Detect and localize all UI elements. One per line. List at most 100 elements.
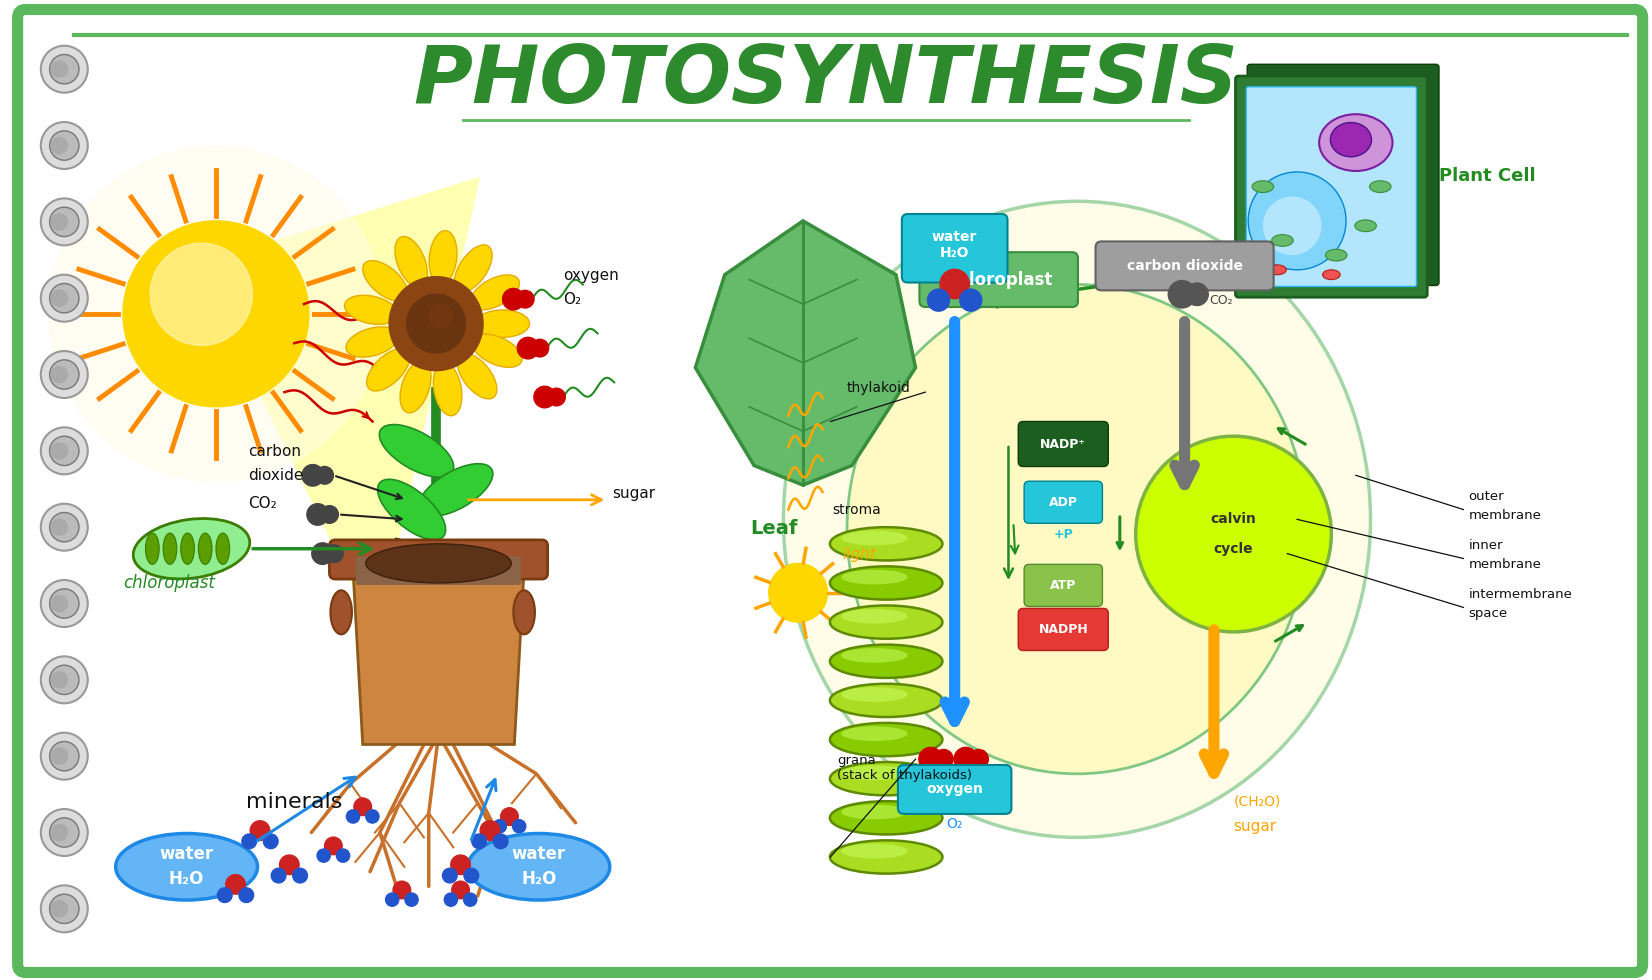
- Text: grana
(stack of thylakoids): grana (stack of thylakoids): [838, 754, 973, 782]
- FancyBboxPatch shape: [1095, 241, 1274, 290]
- Circle shape: [1135, 436, 1332, 632]
- Ellipse shape: [41, 809, 88, 856]
- Text: PHOTOSYNTHESIS: PHOTOSYNTHESIS: [413, 42, 1239, 120]
- Ellipse shape: [50, 360, 79, 389]
- Ellipse shape: [829, 645, 942, 678]
- Polygon shape: [354, 568, 524, 745]
- Circle shape: [522, 858, 535, 872]
- Circle shape: [501, 808, 519, 825]
- Text: sugar: sugar: [613, 486, 656, 501]
- Ellipse shape: [471, 275, 519, 310]
- Text: Chloroplast: Chloroplast: [945, 270, 1052, 288]
- Ellipse shape: [198, 533, 211, 564]
- Circle shape: [464, 868, 479, 883]
- Text: H₂O: H₂O: [169, 870, 205, 889]
- Text: ADP: ADP: [1049, 496, 1077, 510]
- Circle shape: [240, 888, 254, 903]
- FancyBboxPatch shape: [1018, 609, 1108, 651]
- Ellipse shape: [134, 518, 249, 579]
- Circle shape: [302, 465, 324, 486]
- Circle shape: [955, 748, 978, 771]
- Circle shape: [919, 748, 942, 771]
- Ellipse shape: [51, 442, 68, 460]
- Circle shape: [292, 868, 307, 883]
- Text: membrane: membrane: [1469, 559, 1541, 571]
- Polygon shape: [197, 176, 481, 637]
- Circle shape: [317, 849, 330, 862]
- Ellipse shape: [50, 207, 79, 236]
- Ellipse shape: [1325, 249, 1346, 261]
- Text: (CH₂O): (CH₂O): [1234, 794, 1280, 808]
- Circle shape: [122, 220, 309, 407]
- Text: O₂: O₂: [947, 816, 963, 831]
- Circle shape: [312, 543, 334, 564]
- Ellipse shape: [829, 566, 942, 600]
- Text: oxygen: oxygen: [563, 268, 620, 282]
- FancyBboxPatch shape: [1024, 564, 1102, 607]
- Ellipse shape: [345, 327, 398, 357]
- Circle shape: [933, 750, 953, 768]
- Circle shape: [494, 819, 507, 833]
- Ellipse shape: [1370, 180, 1391, 192]
- Circle shape: [263, 834, 278, 849]
- Circle shape: [324, 837, 342, 855]
- Circle shape: [451, 881, 469, 899]
- Text: H₂O: H₂O: [520, 870, 557, 889]
- Text: dioxide: dioxide: [248, 468, 304, 483]
- Text: ATP: ATP: [1051, 579, 1077, 592]
- Circle shape: [393, 881, 411, 899]
- Ellipse shape: [363, 261, 408, 301]
- Circle shape: [940, 270, 970, 299]
- Ellipse shape: [51, 900, 68, 917]
- Ellipse shape: [468, 834, 610, 900]
- Ellipse shape: [1320, 115, 1393, 171]
- Circle shape: [512, 819, 525, 833]
- Ellipse shape: [41, 427, 88, 474]
- Circle shape: [927, 289, 950, 312]
- Ellipse shape: [51, 518, 68, 536]
- Ellipse shape: [400, 361, 431, 413]
- Circle shape: [502, 288, 524, 310]
- FancyBboxPatch shape: [329, 540, 547, 579]
- Circle shape: [517, 337, 539, 359]
- Ellipse shape: [395, 236, 428, 287]
- Text: outer: outer: [1469, 490, 1503, 503]
- Ellipse shape: [841, 726, 907, 741]
- Text: CO₂: CO₂: [1209, 294, 1232, 307]
- Ellipse shape: [50, 894, 79, 923]
- Ellipse shape: [50, 589, 79, 618]
- Circle shape: [464, 893, 477, 907]
- Text: space: space: [1469, 608, 1508, 620]
- Text: light: light: [843, 547, 876, 562]
- Ellipse shape: [458, 353, 497, 399]
- Circle shape: [406, 294, 466, 353]
- Ellipse shape: [454, 245, 492, 292]
- Circle shape: [768, 564, 828, 622]
- Ellipse shape: [365, 544, 512, 583]
- Text: NADP⁺: NADP⁺: [1041, 437, 1087, 451]
- Ellipse shape: [51, 213, 68, 230]
- Ellipse shape: [430, 230, 458, 284]
- Ellipse shape: [841, 569, 907, 584]
- Ellipse shape: [41, 122, 88, 169]
- Circle shape: [279, 855, 299, 874]
- Ellipse shape: [41, 274, 88, 321]
- Ellipse shape: [378, 479, 446, 540]
- FancyBboxPatch shape: [1024, 481, 1102, 523]
- Ellipse shape: [50, 436, 79, 466]
- Ellipse shape: [41, 733, 88, 780]
- Ellipse shape: [50, 283, 79, 313]
- Ellipse shape: [41, 657, 88, 704]
- Text: cycle: cycle: [1214, 542, 1254, 556]
- FancyBboxPatch shape: [1236, 76, 1427, 297]
- Ellipse shape: [41, 885, 88, 932]
- Ellipse shape: [783, 201, 1371, 837]
- FancyBboxPatch shape: [920, 252, 1079, 307]
- Ellipse shape: [1272, 234, 1294, 246]
- Circle shape: [325, 545, 344, 563]
- Circle shape: [218, 888, 231, 903]
- Ellipse shape: [50, 513, 79, 542]
- Text: minerals: minerals: [246, 792, 342, 812]
- Circle shape: [354, 798, 372, 815]
- Text: water: water: [160, 845, 213, 863]
